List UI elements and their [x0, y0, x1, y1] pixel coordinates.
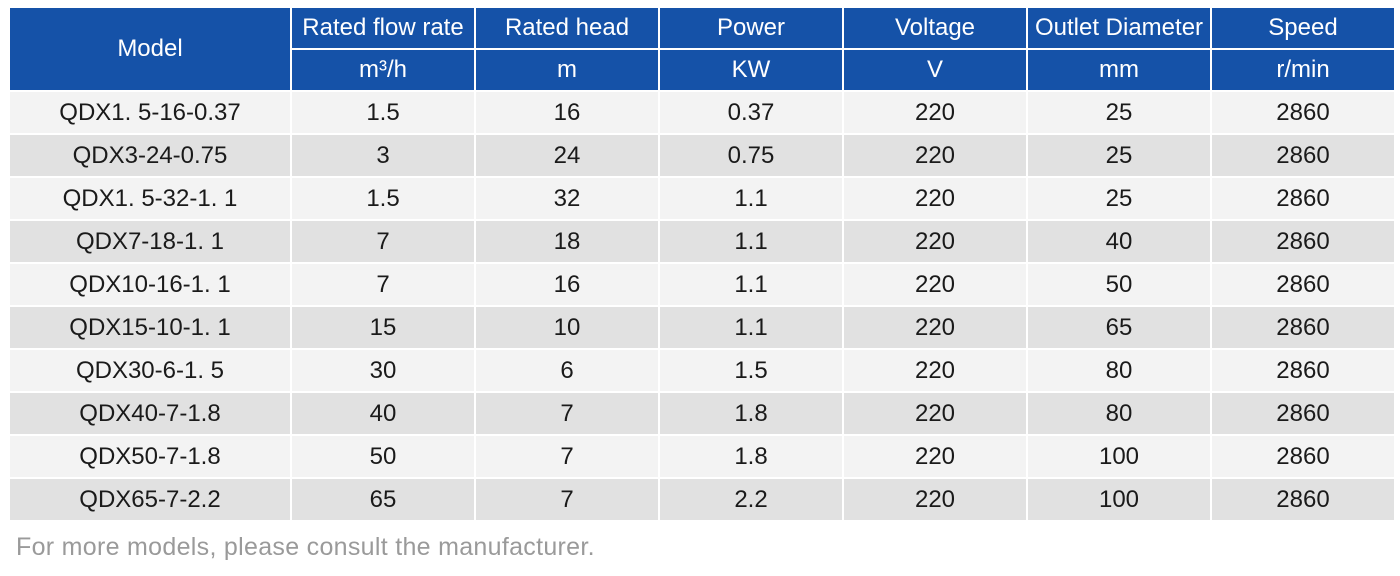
cell-model: QDX40-7-1.8 — [10, 393, 290, 434]
cell-rated-head: 10 — [476, 307, 658, 348]
cell-outlet-diameter: 65 — [1028, 307, 1210, 348]
cell-power: 1.1 — [660, 221, 842, 262]
table-row: QDX30-6-1. 5 30 6 1.5 220 80 2860 — [10, 350, 1394, 391]
cell-flow-rate: 65 — [292, 479, 474, 520]
header-model: Model — [10, 8, 290, 90]
cell-rated-head: 32 — [476, 178, 658, 219]
cell-model: QDX3-24-0.75 — [10, 135, 290, 176]
cell-outlet-diameter: 50 — [1028, 264, 1210, 305]
cell-outlet-diameter: 25 — [1028, 135, 1210, 176]
cell-model: QDX50-7-1.8 — [10, 436, 290, 477]
cell-rated-head: 16 — [476, 264, 658, 305]
cell-voltage: 220 — [844, 479, 1026, 520]
cell-voltage: 220 — [844, 393, 1026, 434]
cell-speed: 2860 — [1212, 350, 1394, 391]
unit-outlet-diameter: mm — [1028, 50, 1210, 90]
cell-model: QDX7-18-1. 1 — [10, 221, 290, 262]
unit-power: KW — [660, 50, 842, 90]
cell-speed: 2860 — [1212, 178, 1394, 219]
header-row-units: m³/h m KW V mm r/min — [10, 50, 1394, 90]
cell-rated-head: 7 — [476, 393, 658, 434]
cell-model: QDX30-6-1. 5 — [10, 350, 290, 391]
header-rated-head: Rated head — [476, 8, 658, 48]
cell-outlet-diameter: 25 — [1028, 92, 1210, 133]
header-flow-rate: Rated flow rate — [292, 8, 474, 48]
cell-voltage: 220 — [844, 264, 1026, 305]
cell-rated-head: 6 — [476, 350, 658, 391]
header-voltage: Voltage — [844, 8, 1026, 48]
cell-model: QDX15-10-1. 1 — [10, 307, 290, 348]
cell-voltage: 220 — [844, 221, 1026, 262]
cell-speed: 2860 — [1212, 307, 1394, 348]
cell-flow-rate: 40 — [292, 393, 474, 434]
unit-flow-rate: m³/h — [292, 50, 474, 90]
cell-flow-rate: 7 — [292, 264, 474, 305]
cell-speed: 2860 — [1212, 436, 1394, 477]
table-row: QDX50-7-1.8 50 7 1.8 220 100 2860 — [10, 436, 1394, 477]
cell-power: 1.8 — [660, 393, 842, 434]
cell-flow-rate: 30 — [292, 350, 474, 391]
cell-outlet-diameter: 100 — [1028, 479, 1210, 520]
cell-power: 1.1 — [660, 307, 842, 348]
cell-voltage: 220 — [844, 307, 1026, 348]
cell-rated-head: 7 — [476, 479, 658, 520]
footnote: For more models, please consult the manu… — [16, 533, 595, 561]
cell-voltage: 220 — [844, 178, 1026, 219]
table-row: QDX15-10-1. 1 15 10 1.1 220 65 2860 — [10, 307, 1394, 348]
table-row: QDX65-7-2.2 65 7 2.2 220 100 2860 — [10, 479, 1394, 520]
cell-model: QDX65-7-2.2 — [10, 479, 290, 520]
cell-flow-rate: 15 — [292, 307, 474, 348]
cell-voltage: 220 — [844, 92, 1026, 133]
table-row: QDX1. 5-32-1. 1 1.5 32 1.1 220 25 2860 — [10, 178, 1394, 219]
cell-outlet-diameter: 80 — [1028, 393, 1210, 434]
unit-rated-head: m — [476, 50, 658, 90]
cell-outlet-diameter: 80 — [1028, 350, 1210, 391]
cell-rated-head: 7 — [476, 436, 658, 477]
table-row: QDX10-16-1. 1 7 16 1.1 220 50 2860 — [10, 264, 1394, 305]
cell-outlet-diameter: 100 — [1028, 436, 1210, 477]
pump-spec-table: Model Rated flow rate Rated head Power V… — [8, 6, 1396, 522]
table-body: QDX1. 5-16-0.37 1.5 16 0.37 220 25 2860 … — [10, 92, 1394, 520]
cell-power: 1.5 — [660, 350, 842, 391]
cell-speed: 2860 — [1212, 92, 1394, 133]
cell-power: 1.1 — [660, 264, 842, 305]
cell-rated-head: 16 — [476, 92, 658, 133]
table-row: QDX3-24-0.75 3 24 0.75 220 25 2860 — [10, 135, 1394, 176]
cell-power: 1.1 — [660, 178, 842, 219]
cell-flow-rate: 7 — [292, 221, 474, 262]
cell-power: 2.2 — [660, 479, 842, 520]
cell-power: 1.8 — [660, 436, 842, 477]
cell-power: 0.75 — [660, 135, 842, 176]
cell-speed: 2860 — [1212, 479, 1394, 520]
header-power: Power — [660, 8, 842, 48]
table-header: Model Rated flow rate Rated head Power V… — [10, 8, 1394, 90]
cell-voltage: 220 — [844, 350, 1026, 391]
header-row-titles: Model Rated flow rate Rated head Power V… — [10, 8, 1394, 90]
header-speed: Speed — [1212, 8, 1394, 48]
cell-power: 0.37 — [660, 92, 842, 133]
header-outlet-diameter: Outlet Diameter — [1028, 8, 1210, 48]
cell-outlet-diameter: 40 — [1028, 221, 1210, 262]
unit-voltage: V — [844, 50, 1026, 90]
cell-speed: 2860 — [1212, 393, 1394, 434]
table-row: QDX7-18-1. 1 7 18 1.1 220 40 2860 — [10, 221, 1394, 262]
cell-speed: 2860 — [1212, 135, 1394, 176]
cell-outlet-diameter: 25 — [1028, 178, 1210, 219]
cell-model: QDX10-16-1. 1 — [10, 264, 290, 305]
cell-speed: 2860 — [1212, 221, 1394, 262]
table-row: QDX1. 5-16-0.37 1.5 16 0.37 220 25 2860 — [10, 92, 1394, 133]
cell-speed: 2860 — [1212, 264, 1394, 305]
unit-speed: r/min — [1212, 50, 1394, 90]
cell-flow-rate: 1.5 — [292, 92, 474, 133]
table-row: QDX40-7-1.8 40 7 1.8 220 80 2860 — [10, 393, 1394, 434]
cell-voltage: 220 — [844, 436, 1026, 477]
cell-rated-head: 24 — [476, 135, 658, 176]
cell-model: QDX1. 5-16-0.37 — [10, 92, 290, 133]
cell-voltage: 220 — [844, 135, 1026, 176]
cell-flow-rate: 3 — [292, 135, 474, 176]
cell-rated-head: 18 — [476, 221, 658, 262]
cell-model: QDX1. 5-32-1. 1 — [10, 178, 290, 219]
cell-flow-rate: 1.5 — [292, 178, 474, 219]
cell-flow-rate: 50 — [292, 436, 474, 477]
